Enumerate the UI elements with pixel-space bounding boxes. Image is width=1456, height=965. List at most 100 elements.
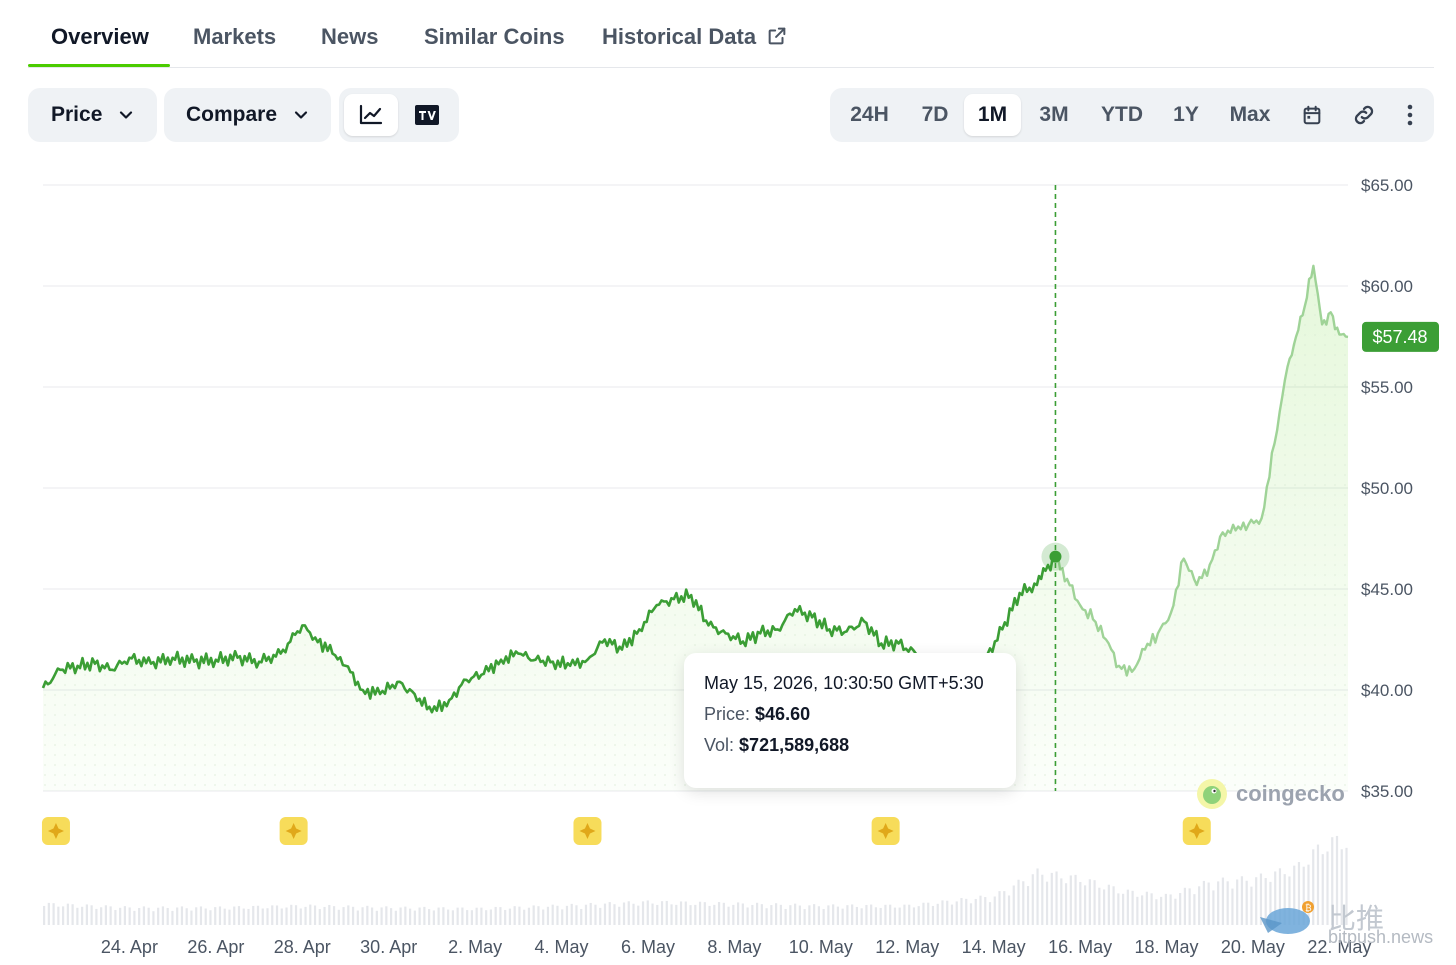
volume-bar (570, 903, 573, 925)
volume-bar (242, 908, 245, 925)
tab-historical-data[interactable]: Historical Data (602, 24, 788, 50)
volume-bar (993, 896, 996, 925)
coingecko-logo: coingecko (1196, 778, 1345, 810)
volume-bar (561, 909, 564, 925)
volume-bar (556, 905, 559, 925)
hover-point (1049, 550, 1062, 563)
gecko-icon (1197, 779, 1227, 809)
x-axis-tick-label: 14. May (962, 937, 1026, 957)
volume-bar (827, 905, 830, 925)
chevron-down-icon (120, 111, 133, 119)
price-line-future (1054, 264, 1349, 677)
volume-bar (90, 905, 93, 925)
range-1y[interactable]: 1Y (1173, 103, 1199, 126)
volume-bar (432, 910, 435, 925)
volume-bar (1055, 871, 1058, 925)
y-axis-tick-label: $35.00 (1361, 782, 1413, 801)
volume-bar (865, 904, 868, 925)
volume-bar (461, 907, 464, 925)
volume-bar (641, 901, 645, 925)
more-options-button[interactable] (1388, 94, 1432, 136)
volume-bar (908, 904, 911, 925)
volume-bar (313, 905, 317, 925)
calendar-icon (1303, 105, 1321, 125)
volume-bar (299, 908, 302, 925)
volume-bar (1098, 887, 1101, 925)
volume-bar (504, 909, 507, 925)
event-marker[interactable] (41, 817, 70, 845)
range-1m[interactable]: 1M (964, 94, 1021, 136)
volume-bar (1069, 875, 1072, 925)
event-marker[interactable] (1182, 817, 1211, 845)
volume-bar (998, 891, 1001, 925)
volume-bar (912, 907, 916, 925)
calendar-button[interactable] (1290, 94, 1334, 136)
volume-bar (808, 905, 811, 925)
price-chart[interactable]: $65.00 $60.00 $55.00 $50.00 $45.00 $40.00 $35.… (0, 160, 1456, 965)
tradingview-icon (415, 105, 439, 125)
volume-bar (694, 904, 697, 925)
compare-dropdown[interactable]: Compare (164, 88, 331, 142)
volume-bar (637, 905, 640, 925)
tab-news[interactable]: News (321, 24, 379, 49)
volume-bar (57, 906, 60, 925)
volume-bar (917, 906, 920, 925)
volume-bar (841, 908, 844, 925)
volume-bar (1112, 886, 1115, 925)
volume-bar (1145, 891, 1148, 925)
volume-bar (437, 907, 440, 925)
volume-bar (1155, 899, 1158, 925)
volume-bar (1160, 896, 1163, 925)
tab-markets[interactable]: Markets (193, 24, 277, 49)
event-marker[interactable] (573, 817, 602, 845)
volume-bar (418, 907, 421, 925)
range-7d[interactable]: 7D (921, 103, 949, 126)
volume-bar (133, 910, 136, 925)
volume-bar (1169, 894, 1172, 925)
share-link-button[interactable] (1342, 94, 1386, 136)
volume-bar (855, 906, 859, 925)
volume-bar (898, 907, 901, 925)
volume-bar (1183, 887, 1186, 925)
volume-bar (1345, 847, 1348, 925)
volume-bar (223, 908, 226, 925)
tradingview-button[interactable] (400, 94, 454, 136)
volume-bar (846, 905, 849, 925)
volume-bar (1212, 890, 1215, 925)
tooltip-price: Price: $46.60 (704, 704, 996, 725)
volume-bar (789, 905, 792, 925)
event-marker[interactable] (279, 817, 308, 845)
volume-bar (794, 903, 797, 925)
volume-bar (613, 904, 616, 925)
tab-similar-coins[interactable]: Similar Coins (424, 24, 565, 49)
volume-bar (755, 902, 759, 925)
volume-bar (741, 903, 744, 925)
volume-bar (81, 906, 84, 925)
volume-bar (1102, 889, 1106, 925)
event-marker[interactable] (871, 817, 900, 845)
range-max[interactable]: Max (1229, 103, 1271, 126)
price-dropdown-label: Price (51, 103, 103, 126)
volume-bar (931, 905, 935, 925)
volume-bar (508, 908, 512, 925)
volume-bar (1274, 871, 1277, 925)
watermark-text: 比推 (1328, 902, 1385, 935)
range-24h[interactable]: 24H (850, 103, 889, 126)
range-3m[interactable]: 3M (1039, 103, 1069, 126)
volume-bar (523, 909, 526, 925)
price-dropdown[interactable]: Price (28, 88, 157, 142)
tooltip-price-value: $46.60 (755, 704, 811, 724)
current-price-label: $57.48 (1372, 327, 1427, 347)
range-ytd[interactable]: YTD (1101, 103, 1143, 126)
volume-bar (499, 907, 502, 925)
volume-bar (480, 907, 483, 925)
volume-bar (442, 907, 445, 925)
line-chart-button[interactable] (344, 94, 398, 136)
volume-bar (955, 901, 958, 925)
x-axis-tick-label: 20. May (1221, 937, 1285, 957)
tab-overview[interactable]: Overview (51, 24, 149, 49)
link-icon (1354, 105, 1374, 125)
volume-bar (646, 900, 649, 925)
volume-bar (190, 910, 193, 925)
volume-bar (361, 907, 364, 925)
